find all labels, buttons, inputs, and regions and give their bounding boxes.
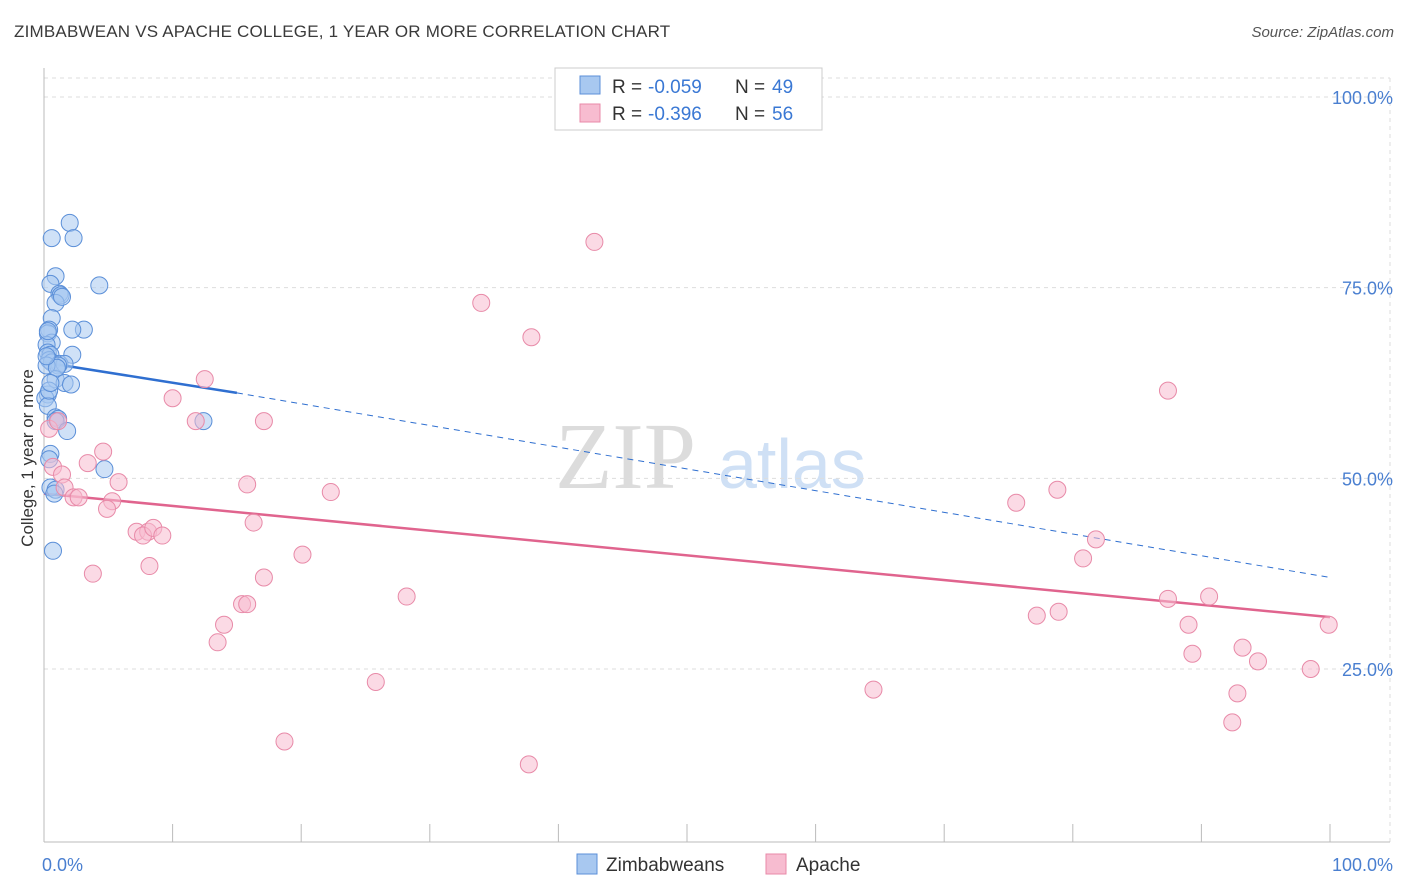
apache-point-6 — [186, 412, 205, 431]
apache-point-2 — [522, 328, 541, 347]
bottom-legend-apache: Apache — [796, 855, 860, 876]
y-tick-label-75: 75.0% — [1342, 279, 1393, 299]
legend: R = -0.059 N = 49 R = -0.396 N = 56 — [554, 67, 823, 131]
apache-point-20 — [69, 488, 88, 507]
apache-point-53 — [1228, 684, 1247, 703]
apache-point-43 — [215, 615, 234, 634]
legend-r-value-1: -0.059 — [648, 77, 702, 98]
zimbabwean-point-47 — [38, 322, 57, 341]
apache-point-14 — [109, 473, 128, 492]
apache-point-31 — [293, 545, 312, 564]
legend-swatch-pink — [579, 103, 601, 123]
legend-n-value-2: 56 — [772, 104, 793, 125]
apache-point-0 — [585, 232, 604, 251]
apache-point-38 — [1200, 587, 1219, 606]
apache-point-17 — [321, 483, 340, 502]
zimbabwean-point-46 — [53, 287, 72, 306]
zimbabwean-point-27 — [62, 375, 81, 394]
legend-swatch-blue — [579, 75, 601, 95]
apache-point-45 — [1319, 615, 1338, 634]
watermark-zip: ZIP — [555, 405, 696, 509]
apache-point-24 — [244, 513, 263, 532]
zimbabwean-point-38 — [95, 460, 114, 479]
bottom-legend-zimbabweans: Zimbabweans — [606, 855, 724, 876]
legend-n-value-1: 49 — [772, 77, 793, 98]
apache-trend-solid — [43, 492, 1331, 619]
apache-point-50 — [366, 672, 385, 691]
source-label: Source: ZipAtlas.com — [1251, 24, 1394, 41]
zimbabwean-point-45 — [41, 374, 60, 392]
apache-point-10 — [94, 442, 113, 461]
watermark-atlas: atlas — [718, 425, 866, 503]
apache-point-30 — [1086, 530, 1105, 549]
apache-point-15 — [238, 475, 257, 494]
apache-point-48 — [1183, 644, 1202, 663]
apache-point-23 — [98, 499, 117, 518]
apache-point-34 — [83, 564, 102, 583]
apache-point-49 — [1248, 652, 1267, 671]
zimbabwean-point-1 — [42, 229, 61, 248]
apache-point-42 — [1027, 606, 1046, 625]
apache-point-4 — [163, 389, 182, 408]
zimbabwean-point-2 — [64, 229, 83, 248]
legend-r-label-2: R = — [612, 104, 642, 125]
apache-point-51 — [864, 680, 883, 699]
apache-point-55 — [275, 732, 294, 751]
x-tick-label-100: 100.0% — [1332, 855, 1393, 875]
apache-point-5 — [1158, 381, 1177, 400]
x-tick-label-0: 0.0% — [42, 855, 83, 875]
tick-labels: 25.0% 50.0% 75.0% 100.0% 0.0% 100.0% — [42, 88, 1393, 875]
apache-point-54 — [1223, 713, 1242, 732]
apache-point-33 — [140, 557, 159, 576]
apache-point-35 — [254, 568, 273, 587]
y-tick-label-100: 100.0% — [1332, 88, 1393, 108]
apache-point-18 — [1048, 480, 1067, 499]
zimbabwean-point-0 — [60, 213, 79, 232]
apache-point-11 — [78, 454, 97, 473]
legend-n-label-1: N = — [735, 77, 765, 98]
bottom-legend-swatch-apache — [765, 853, 787, 875]
legend-n-label-2: N = — [735, 104, 765, 125]
y-tick-label-50: 50.0% — [1342, 469, 1393, 489]
data-points — [36, 213, 1338, 774]
zimbabwean-point-43 — [47, 358, 66, 377]
apache-point-29 — [153, 526, 172, 545]
apache-point-56 — [519, 755, 538, 774]
apache-point-46 — [208, 633, 227, 652]
zimbabwean-trend-dashed — [236, 392, 1331, 578]
apache-point-37 — [1158, 589, 1177, 608]
apache-point-9 — [49, 412, 68, 431]
bottom-legend: Zimbabweans Apache — [576, 853, 860, 876]
apache-point-44 — [1179, 615, 1198, 634]
apache-point-52 — [1301, 660, 1320, 678]
legend-r-value-2: -0.396 — [648, 104, 702, 125]
apache-point-3 — [195, 370, 214, 389]
apache-point-21 — [1007, 493, 1026, 512]
bottom-legend-swatch-zimbabweans — [576, 853, 598, 875]
y-tick-label-25: 25.0% — [1342, 660, 1393, 680]
apache-point-36 — [397, 587, 416, 606]
y-axis-label: College, 1 year or more — [18, 369, 37, 547]
grid-lines — [44, 77, 1391, 842]
chart-title: ZIMBABWEAN VS APACHE COLLEGE, 1 YEAR OR … — [14, 22, 671, 41]
apache-point-47 — [1233, 638, 1252, 657]
zimbabwean-point-13 — [63, 320, 82, 339]
apache-point-7 — [254, 412, 273, 431]
legend-r-label-1: R = — [612, 77, 642, 98]
apache-point-40 — [238, 595, 257, 614]
apache-point-41 — [1049, 602, 1068, 621]
zimbabwean-point-44 — [37, 347, 56, 366]
zimbabwean-point-41 — [44, 541, 63, 560]
zimbabwean-point-5 — [90, 276, 109, 295]
apache-point-32 — [1074, 549, 1093, 568]
axes — [43, 68, 1390, 843]
apache-point-1 — [472, 293, 491, 312]
